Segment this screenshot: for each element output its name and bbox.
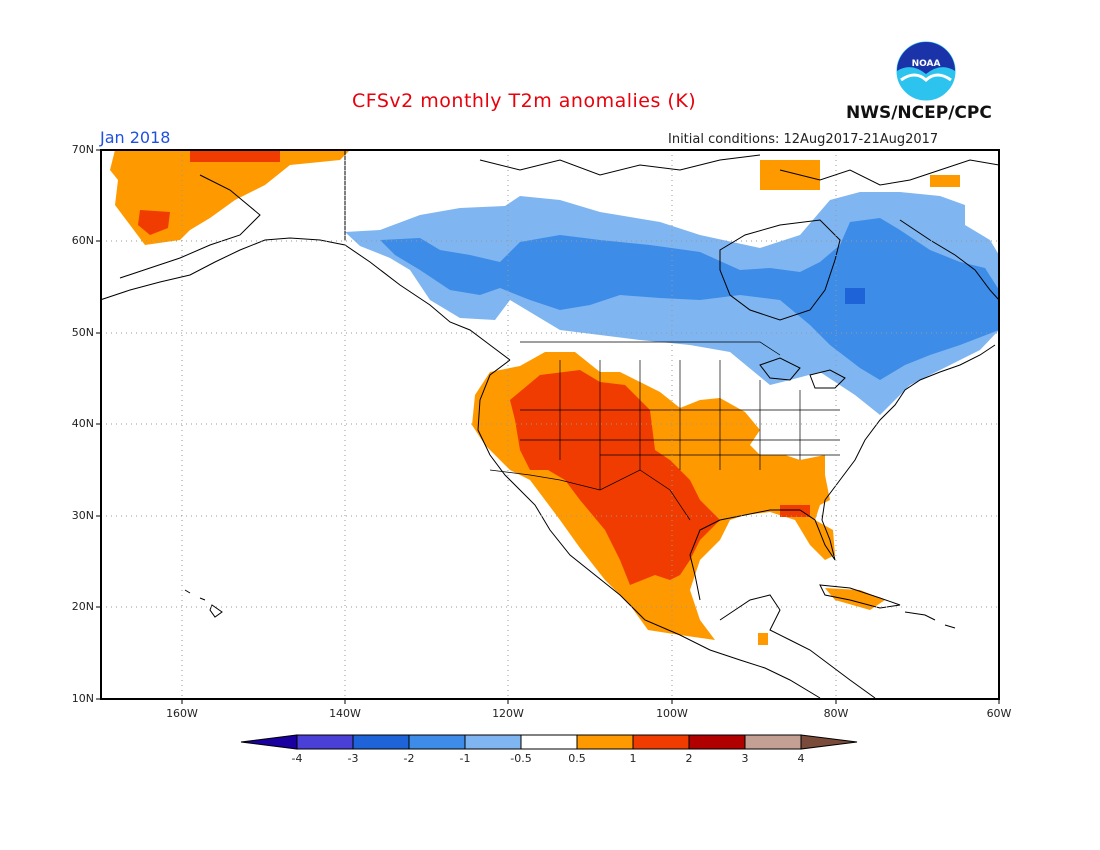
colorbar-tick: -4 — [291, 752, 303, 765]
lon-label-80w: 80W — [823, 707, 849, 720]
colorbar-tick: -2 — [403, 752, 415, 765]
lat-label-70n: 70N — [71, 143, 94, 156]
initial-conditions: Initial conditions: 12Aug2017-21Aug2017 — [668, 132, 939, 147]
warm-anomaly-alaska — [110, 150, 350, 245]
colorbar-tick: -0.5 — [510, 752, 532, 765]
lat-label-10n: 10N — [71, 692, 94, 705]
map-title: CFSv2 monthly T2m anomalies (K) — [352, 90, 697, 112]
noaa-logo: NOAA — [895, 40, 957, 102]
colorbar-tick: 0.5 — [568, 752, 586, 765]
warm-anomaly-cuba — [825, 588, 885, 610]
colorbar-tick: -3 — [347, 752, 359, 765]
forecast-month: Jan 2018 — [100, 128, 171, 147]
lat-label-20n: 20N — [71, 600, 94, 613]
colorbar-tick: 2 — [685, 752, 693, 765]
warm-anomaly-central-am — [758, 633, 768, 645]
cool-anomaly-region — [345, 192, 999, 415]
lon-label-140w: 140W — [329, 707, 361, 720]
colorbar-tick: -1 — [459, 752, 471, 765]
lat-label-40n: 40N — [71, 417, 94, 430]
colorbar — [240, 734, 858, 750]
warm-anomaly-strong-bering — [138, 210, 170, 235]
warm-anomaly-strong-alaska — [190, 150, 280, 162]
lat-label-30n: 30N — [71, 509, 94, 522]
warm-anomaly-baffin — [760, 160, 820, 190]
warm-anomaly-greenland — [930, 175, 960, 187]
logo-text: NOAA — [912, 59, 941, 69]
lat-label-60n: 60N — [71, 234, 94, 247]
warm-anomaly-strong — [510, 370, 720, 585]
lon-label-160w: 160W — [166, 707, 198, 720]
political-borders — [489, 341, 840, 521]
lon-label-120w: 120W — [492, 707, 524, 720]
colorbar-high-arrow — [800, 734, 858, 750]
colorbar-tick: 3 — [741, 752, 749, 765]
warm-anomaly-strong-fl — [780, 505, 810, 517]
cool-anomaly-core — [845, 288, 865, 304]
colorbar-tick: 1 — [629, 752, 637, 765]
agency-label: NWS/NCEP/CPC — [846, 103, 992, 123]
lon-label-60w: 60W — [986, 707, 1012, 720]
lon-label-100w: 100W — [656, 707, 688, 720]
lat-label-50n: 50N — [71, 326, 94, 339]
cool-anomaly-strong — [380, 218, 999, 380]
colorbar-tick: 4 — [797, 752, 805, 765]
colorbar-low-arrow — [240, 734, 298, 750]
